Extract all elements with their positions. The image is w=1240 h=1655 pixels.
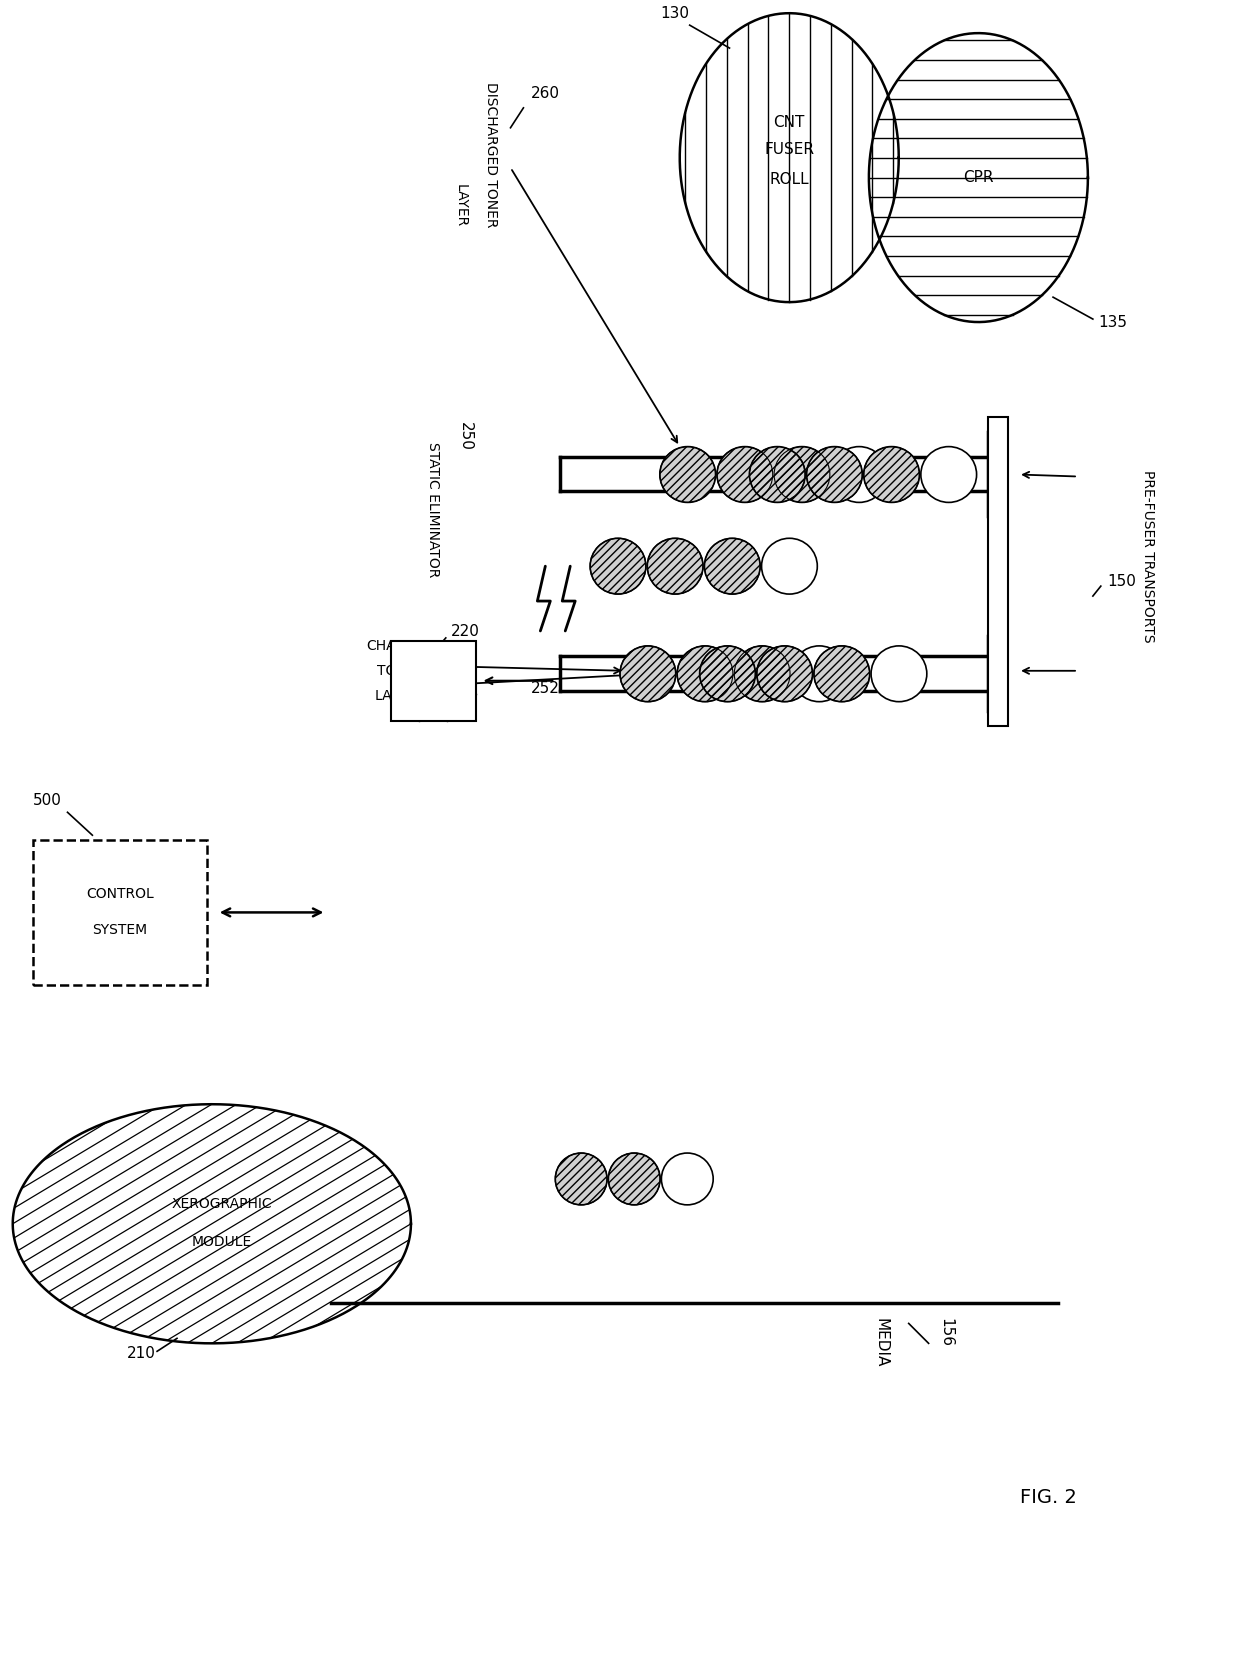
Circle shape [699, 645, 755, 702]
Circle shape [749, 447, 805, 503]
Text: 130: 130 [660, 7, 689, 22]
Text: STATIC ELIMINATOR: STATIC ELIMINATOR [427, 442, 440, 578]
Text: CPR: CPR [963, 170, 993, 185]
Text: MEDIA: MEDIA [874, 1319, 889, 1367]
Text: 260: 260 [531, 86, 559, 101]
Text: 220: 220 [451, 624, 480, 639]
Text: CONTROL: CONTROL [86, 887, 154, 902]
Text: TONER: TONER [377, 664, 425, 679]
Circle shape [609, 1154, 660, 1205]
Circle shape [677, 645, 733, 702]
Text: 150: 150 [1107, 574, 1137, 589]
Text: MODULE: MODULE [192, 1235, 252, 1250]
Text: 500: 500 [32, 793, 62, 808]
Circle shape [590, 538, 646, 594]
Circle shape [734, 645, 790, 702]
Text: LAYERS: LAYERS [374, 688, 427, 703]
Circle shape [774, 447, 830, 503]
Text: 252: 252 [531, 680, 559, 695]
Text: 250: 250 [459, 422, 474, 450]
Text: LAYER: LAYER [454, 184, 467, 227]
Circle shape [813, 645, 869, 702]
Text: 156: 156 [939, 1319, 954, 1347]
Text: XEROGRAPHIC: XEROGRAPHIC [171, 1197, 272, 1211]
Text: ROLL: ROLL [770, 172, 808, 187]
Text: DISCHARGED TONER: DISCHARGED TONER [484, 81, 497, 227]
Circle shape [717, 447, 773, 503]
Circle shape [921, 447, 977, 503]
Bar [391, 640, 476, 720]
Circle shape [660, 447, 715, 503]
Circle shape [831, 447, 887, 503]
Text: 135: 135 [1097, 314, 1127, 329]
Circle shape [704, 538, 760, 594]
Text: CNT: CNT [774, 116, 805, 131]
Circle shape [864, 447, 919, 503]
Circle shape [761, 538, 817, 594]
Circle shape [870, 645, 926, 702]
Text: PRE-FUSER TRANSPORTS: PRE-FUSER TRANSPORTS [1141, 470, 1154, 642]
Bar [988, 417, 1008, 725]
Circle shape [647, 538, 703, 594]
Text: 210: 210 [128, 1346, 156, 1362]
Text: FIG. 2: FIG. 2 [1019, 1488, 1076, 1508]
Circle shape [620, 645, 676, 702]
Circle shape [791, 645, 847, 702]
Bar [32, 841, 207, 985]
Circle shape [556, 1154, 608, 1205]
Circle shape [661, 1154, 713, 1205]
Text: SYSTEM: SYSTEM [92, 923, 148, 937]
Circle shape [756, 645, 812, 702]
Circle shape [806, 447, 862, 503]
Text: CHARGED: CHARGED [366, 639, 435, 652]
Text: FUSER: FUSER [764, 142, 815, 157]
